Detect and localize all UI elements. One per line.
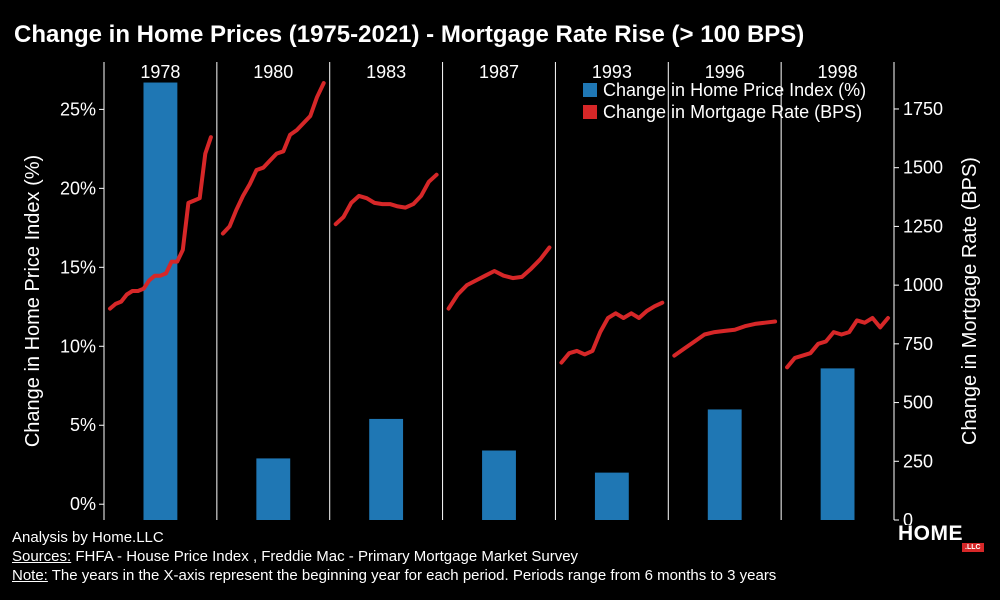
chart-title: Change in Home Prices (1975-2021) - Mort…: [14, 21, 804, 48]
bar-home-price: [820, 368, 855, 520]
right-tick-label: 1750: [903, 99, 943, 119]
legend-label-mortgage-rate: Change in Mortgage Rate (BPS): [603, 102, 862, 122]
y-axis-label: Change in Home Price Index (%): [22, 155, 44, 447]
bar-home-price: [143, 82, 178, 520]
footer-note: Note: The years in the X-axis represent …: [12, 567, 776, 584]
x-category-label: 1996: [705, 62, 745, 82]
left-tick-label: 25%: [60, 99, 96, 119]
line-mortgage-rate: [672, 319, 778, 358]
bar-home-price: [256, 458, 291, 520]
x-category-label: 1980: [253, 62, 293, 82]
x-category-label: 1993: [592, 62, 632, 82]
right-tick-label: 500: [903, 393, 933, 413]
analysis-text: Analysis by Home.LLC: [12, 529, 164, 546]
bar-home-price: [369, 418, 404, 520]
x-category-label: 1983: [366, 62, 406, 82]
right-tick-label: 750: [903, 334, 933, 354]
line-mortgage-rate: [108, 135, 213, 311]
bar-home-price: [482, 450, 516, 520]
left-tick-label: 10%: [60, 336, 96, 356]
right-tick-label: 1500: [903, 158, 943, 178]
y2-axis-label: Change in Mortgage Rate (BPS): [959, 157, 981, 445]
logo-word: HOME: [898, 522, 963, 545]
note-label: Note:: [12, 567, 48, 584]
footer-sources: Sources: FHFA - House Price Index , Fred…: [12, 548, 578, 565]
x-category-label: 1987: [479, 62, 519, 82]
footer-analysis: Analysis by Home.LLC: [12, 529, 164, 546]
sources-text: FHFA - House Price Index , Freddie Mac -…: [71, 548, 579, 565]
line-mortgage-rate: [333, 172, 439, 227]
right-tick-label: 1250: [903, 216, 943, 236]
sources-label: Sources:: [12, 548, 72, 565]
right-tick-label: 0: [903, 510, 913, 525]
legend-swatch-home-price: [583, 83, 597, 97]
line-mortgage-rate: [446, 245, 552, 311]
line-mortgage-rate: [559, 300, 665, 365]
line-mortgage-rate: [785, 316, 890, 370]
left-tick-label: 5%: [70, 415, 96, 435]
chart: Change in Home Prices (1975-2021) - Mort…: [14, 21, 981, 525]
home-llc-logo: HOME .LLC: [898, 522, 984, 562]
x-category-label: 1978: [140, 62, 180, 82]
left-tick-label: 20%: [60, 178, 96, 198]
bar-home-price: [594, 472, 629, 520]
note-text: The years in the X-axis represent the be…: [47, 567, 777, 584]
x-category-label: 1998: [818, 62, 858, 82]
bar-home-price: [707, 409, 742, 520]
legend-swatch-mortgage-rate: [583, 105, 597, 119]
right-tick-label: 250: [903, 451, 933, 471]
right-tick-label: 1000: [903, 275, 943, 295]
legend-label-home-price: Change in Home Price Index (%): [603, 80, 866, 100]
left-tick-label: 15%: [60, 257, 96, 277]
left-tick-label: 0%: [70, 494, 96, 514]
logo-suffix: .LLC: [962, 543, 984, 552]
line-mortgage-rate: [220, 81, 326, 236]
